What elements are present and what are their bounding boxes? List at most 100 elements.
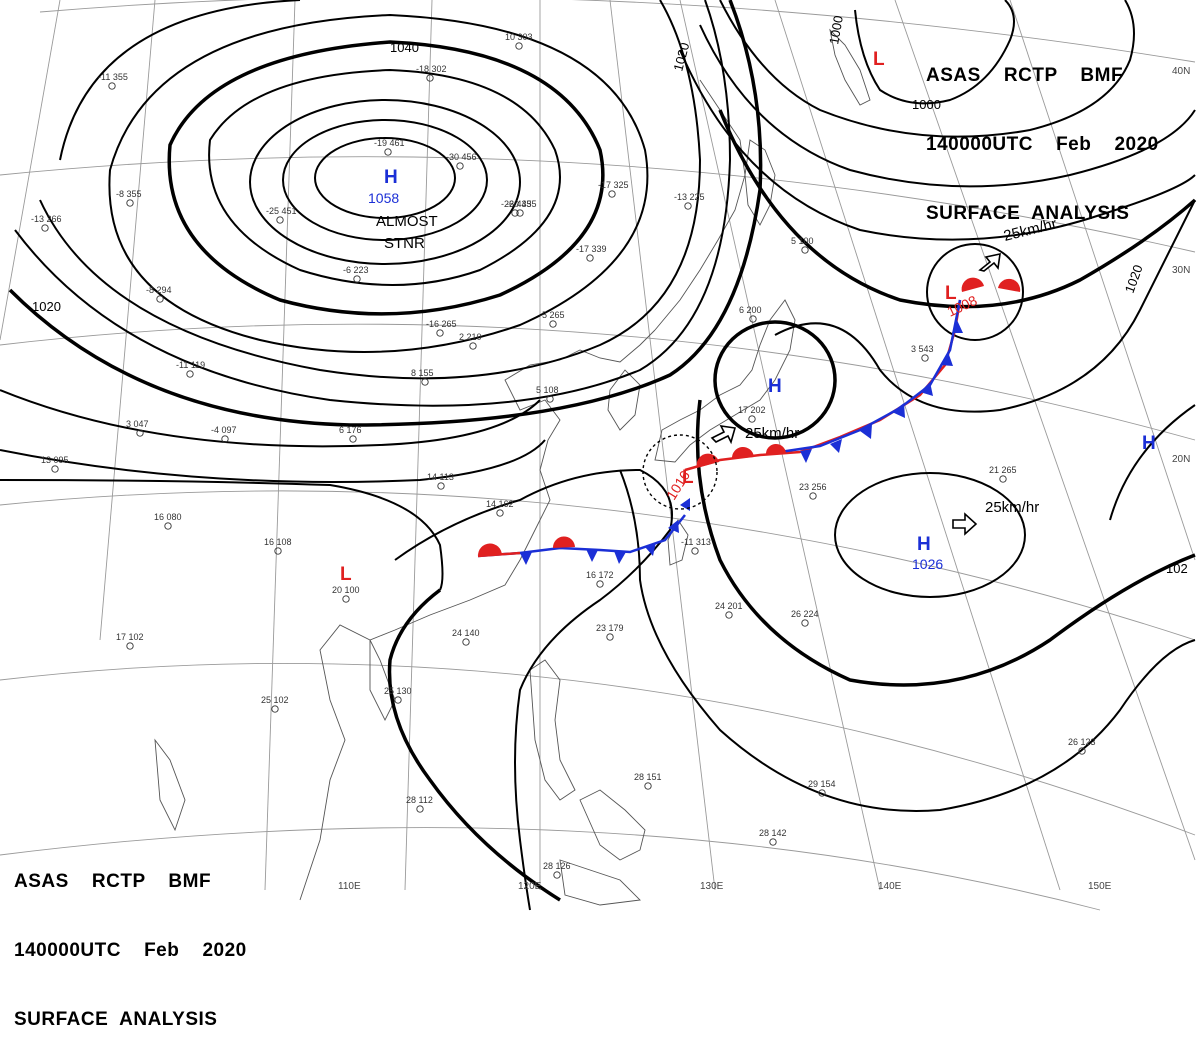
isobar-label: 1020	[670, 41, 692, 73]
header-line-2: 140000UTC Feb 2020	[14, 940, 247, 961]
analysis-header-bottom-left: ASAS RCTP BMF 140000UTC Feb 2020 SURFACE…	[14, 824, 247, 1054]
station-value: 23 179	[596, 623, 624, 633]
station-plots: -11 355 -18 302 -19 461 -30 456 -25 451 -20 4…	[31, 32, 1096, 879]
low-center-marker: L	[682, 467, 694, 488]
station-circle	[384, 148, 392, 156]
station-circle	[421, 378, 429, 386]
station-plot: -13 266	[31, 214, 62, 232]
station-value: 24 201	[715, 601, 743, 611]
station-value: -26 435	[501, 199, 532, 209]
station-value: -17 325	[598, 180, 629, 190]
weather-map: 1040 1020 1020 1000 1000 1020 102 110E 1…	[0, 0, 1197, 911]
lat-label: 30N	[1172, 265, 1190, 276]
high-center-pressure: 1026	[912, 556, 943, 572]
station-circle	[469, 342, 477, 350]
station-plot: 17 202	[738, 405, 766, 423]
station-plot: 26 123	[1068, 737, 1096, 755]
isobar-labels: 1040 1020 1020 1000 1000 1020 102	[32, 14, 1188, 576]
station-value: 3 047	[126, 419, 149, 429]
station-circle	[549, 320, 557, 328]
lat-label: 40N	[1172, 66, 1190, 77]
station-circle	[691, 547, 699, 555]
station-value: 23 256	[799, 482, 827, 492]
station-circle	[41, 224, 49, 232]
station-value: -13 266	[31, 214, 62, 224]
station-plot: -11 355	[98, 72, 128, 90]
lat-label: 20N	[1172, 454, 1190, 465]
isobar-label: 1040	[390, 40, 419, 55]
station-value: -8 355	[116, 189, 142, 199]
station-plot: 16 172	[586, 570, 614, 588]
stationary-note: ALMOST	[376, 213, 438, 230]
station-value: 3 543	[911, 344, 934, 354]
header-line-2: 140000UTC Feb 2020	[926, 134, 1159, 155]
station-circle	[126, 642, 134, 650]
station-plot: 21 265	[989, 465, 1017, 483]
station-circle	[801, 619, 809, 627]
station-plot: -25 451	[266, 206, 297, 224]
station-plot: 29 154	[808, 779, 836, 797]
station-value: -8 294	[146, 285, 172, 295]
station-circle	[126, 199, 134, 207]
high-center-pressure: 1058	[368, 190, 399, 206]
station-plot: -26 435	[501, 199, 532, 217]
lon-label: 120E	[518, 881, 542, 892]
station-circle	[436, 329, 444, 337]
station-plot: 28 151	[634, 772, 662, 790]
station-circle	[769, 838, 777, 846]
station-plot: 20 100	[332, 585, 360, 603]
station-plot: -4 097	[211, 425, 237, 443]
high-center-marker: H	[384, 167, 398, 188]
station-value: 29 154	[808, 779, 836, 789]
isobars	[0, 0, 1197, 911]
station-plot: -13 225	[674, 192, 705, 210]
station-value: 28 112	[406, 795, 433, 805]
station-value: -30 456	[446, 152, 477, 162]
station-circle	[725, 611, 733, 619]
station-plot: -17 325	[598, 180, 629, 198]
station-plot: 3 047	[126, 419, 149, 437]
station-value: 21 265	[989, 465, 1017, 475]
analysis-header-top-right: ASAS RCTP BMF 140000UTC Feb 2020 SURFACE…	[926, 18, 1159, 248]
station-plot: 10 303	[505, 32, 533, 50]
station-value: -16 265	[426, 319, 457, 329]
station-value: 16 108	[264, 537, 292, 547]
station-plot: -11 313	[681, 537, 711, 555]
header-line-1: ASAS RCTP BMF	[14, 871, 212, 892]
graticule-labels: 110E 120E 130E 140E 150E 40N 30N 20N	[338, 66, 1190, 892]
station-circle	[546, 395, 554, 403]
station-value: 28 142	[759, 828, 787, 838]
station-plot: 13 095	[41, 455, 69, 473]
graticule-latitudes	[0, 0, 1196, 911]
station-circle	[274, 547, 282, 555]
station-plot: 26 224	[791, 609, 819, 627]
station-circle	[749, 315, 757, 323]
station-plot: 5 108	[536, 385, 559, 403]
station-plot: -6 223	[343, 265, 369, 283]
station-value: 17 102	[116, 632, 144, 642]
station-circle	[999, 475, 1007, 483]
station-plot: 16 080	[154, 512, 182, 530]
station-value: 6 176	[339, 425, 362, 435]
station-plot: 24 140	[452, 628, 480, 646]
station-plot: 28 112	[406, 795, 433, 813]
station-value: 26 224	[791, 609, 819, 619]
station-value: 25 102	[261, 695, 289, 705]
station-circle	[136, 429, 144, 437]
station-value: 8 155	[411, 368, 434, 378]
station-value: 14 113	[427, 472, 454, 482]
station-value: -11 119	[176, 360, 205, 370]
station-circle	[276, 216, 284, 224]
station-plot: 24 201	[715, 601, 743, 619]
header-line-1: ASAS RCTP BMF	[926, 65, 1124, 86]
station-circle	[511, 209, 519, 217]
station-value: -5 265	[539, 310, 565, 320]
station-circle	[156, 295, 164, 303]
station-plot: -17 339	[576, 244, 607, 262]
station-plot: 8 155	[411, 368, 434, 386]
isobar-label: 1020	[32, 299, 61, 314]
station-circle	[516, 209, 524, 217]
lon-label: 110E	[338, 881, 361, 892]
station-plot: 5 100	[791, 236, 814, 254]
station-plot: -20 435	[506, 199, 537, 217]
